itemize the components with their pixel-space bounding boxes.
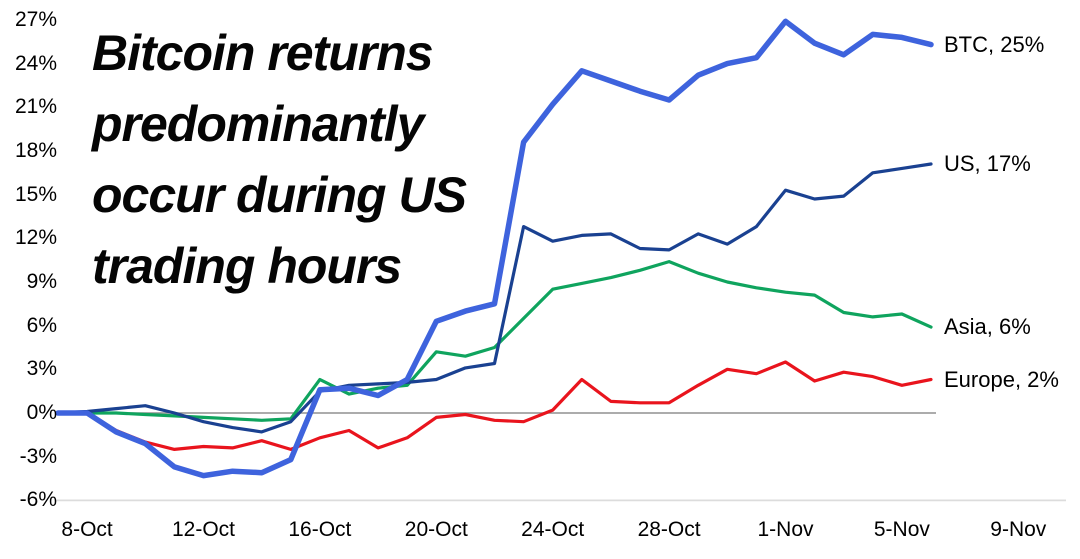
y-tick-label: 15%	[14, 182, 57, 206]
y-tick-label: 6%	[26, 313, 57, 337]
series-line-europe	[56, 360, 933, 451]
chart-title-line-4: trading hours	[92, 238, 402, 294]
chart-title: Bitcoin returns predominantly occur duri…	[92, 18, 467, 302]
x-tick-label: 8-Oct	[61, 518, 113, 541]
series-line-btc	[55, 18, 934, 479]
y-tick-label: -3%	[19, 444, 57, 468]
series-line-asia	[56, 260, 933, 422]
y-tick-label: 27%	[14, 7, 57, 31]
chart-title-line-3: occur during US	[92, 167, 467, 223]
series-end-label-us: US, 17%	[944, 151, 1031, 177]
x-tick-label: 1-Nov	[757, 518, 814, 541]
y-tick-label: 9%	[26, 269, 57, 293]
y-tick-label: 0%	[26, 401, 57, 424]
x-tick-label: 16-Oct	[288, 518, 352, 541]
y-tick-label: 21%	[14, 95, 57, 119]
series-end-label-btc: BTC, 25%	[944, 31, 1045, 57]
y-tick-label: -6%	[19, 488, 57, 512]
series-end-label-asia: Asia, 6%	[944, 314, 1031, 340]
y-tick-label: 24%	[14, 51, 57, 75]
x-tick-label: 28-Oct	[637, 518, 701, 541]
x-tick-label: 5-Nov	[873, 518, 930, 541]
x-tick-label: 12-Oct	[171, 518, 236, 541]
x-tick-label: 20-Oct	[404, 518, 468, 541]
series-end-label-europe: Europe, 2%	[944, 366, 1059, 392]
x-tick-label: 24-Oct	[521, 518, 585, 541]
chart-title-line-1: Bitcoin returns	[92, 25, 434, 81]
series-line-us	[56, 162, 933, 434]
y-tick-label: 12%	[14, 226, 57, 250]
x-tick-label: 9-Nov	[990, 518, 1047, 541]
y-tick-label: 18%	[14, 138, 57, 162]
y-tick-label: 3%	[26, 357, 57, 381]
chart-title-line-2: predominantly	[92, 96, 424, 152]
